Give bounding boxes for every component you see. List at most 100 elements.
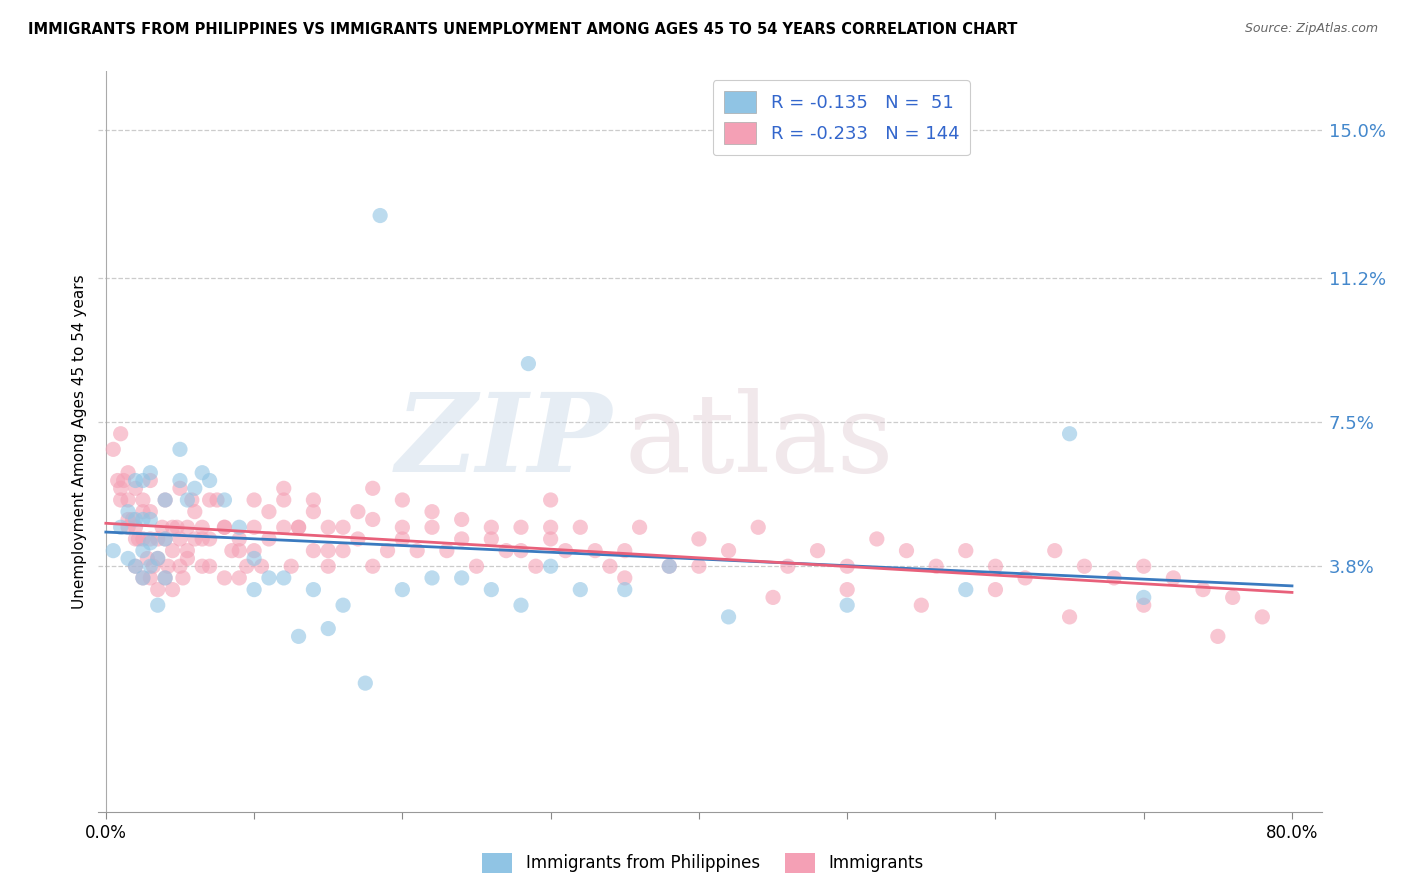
Point xyxy=(368,209,391,223)
Point xyxy=(613,571,636,585)
Point xyxy=(628,520,651,534)
Point xyxy=(198,493,221,508)
Point xyxy=(110,520,132,534)
Point xyxy=(112,474,135,488)
Point xyxy=(955,582,977,597)
Point xyxy=(510,543,533,558)
Point xyxy=(150,520,173,534)
Point xyxy=(243,582,266,597)
Point xyxy=(198,559,221,574)
Point xyxy=(302,582,325,597)
Point xyxy=(420,520,443,534)
Point xyxy=(361,559,384,574)
Point xyxy=(142,559,165,574)
Point xyxy=(747,520,769,534)
Point xyxy=(162,543,184,558)
Point xyxy=(1132,559,1154,574)
Point xyxy=(146,582,169,597)
Point xyxy=(1059,426,1081,441)
Point xyxy=(139,571,162,585)
Point xyxy=(257,532,280,546)
Point xyxy=(1014,571,1036,585)
Point xyxy=(1132,598,1154,612)
Point xyxy=(184,505,207,519)
Point xyxy=(110,493,132,508)
Point xyxy=(1132,591,1154,605)
Point xyxy=(420,571,443,585)
Point xyxy=(479,520,502,534)
Point xyxy=(287,629,309,643)
Point xyxy=(117,505,139,519)
Point xyxy=(107,474,129,488)
Point xyxy=(658,559,681,574)
Point xyxy=(124,481,146,495)
Point xyxy=(146,551,169,566)
Point xyxy=(583,543,606,558)
Point xyxy=(191,466,214,480)
Point xyxy=(124,520,146,534)
Legend: Immigrants from Philippines, Immigrants: Immigrants from Philippines, Immigrants xyxy=(475,847,931,880)
Point xyxy=(124,474,146,488)
Point xyxy=(110,481,132,495)
Point xyxy=(139,512,162,526)
Point xyxy=(273,520,295,534)
Point xyxy=(273,481,295,495)
Point xyxy=(613,543,636,558)
Point xyxy=(176,520,198,534)
Point xyxy=(132,474,155,488)
Point xyxy=(347,505,370,519)
Point xyxy=(176,551,198,566)
Point xyxy=(176,493,198,508)
Point xyxy=(517,357,540,371)
Text: atlas: atlas xyxy=(624,388,894,495)
Point xyxy=(479,582,502,597)
Point xyxy=(273,571,295,585)
Point xyxy=(837,582,859,597)
Point xyxy=(420,505,443,519)
Point xyxy=(184,481,207,495)
Point xyxy=(157,559,180,574)
Point xyxy=(198,532,221,546)
Point xyxy=(910,598,932,612)
Point xyxy=(1222,591,1244,605)
Point xyxy=(124,559,146,574)
Point xyxy=(347,532,370,546)
Point xyxy=(599,559,621,574)
Point xyxy=(121,512,143,526)
Point xyxy=(316,559,339,574)
Point xyxy=(361,512,384,526)
Point xyxy=(1163,571,1185,585)
Point xyxy=(162,582,184,597)
Point xyxy=(450,571,472,585)
Point xyxy=(955,543,977,558)
Point xyxy=(132,543,155,558)
Point xyxy=(554,543,576,558)
Point xyxy=(495,543,517,558)
Point xyxy=(139,532,162,546)
Point xyxy=(117,466,139,480)
Point xyxy=(139,474,162,488)
Y-axis label: Unemployment Among Ages 45 to 54 years: Unemployment Among Ages 45 to 54 years xyxy=(72,274,87,609)
Point xyxy=(688,532,710,546)
Point xyxy=(332,543,354,558)
Point xyxy=(132,493,155,508)
Point xyxy=(688,559,710,574)
Point xyxy=(540,493,562,508)
Point xyxy=(180,493,202,508)
Point xyxy=(762,591,785,605)
Point xyxy=(169,474,191,488)
Point xyxy=(287,520,309,534)
Point xyxy=(166,520,188,534)
Point xyxy=(184,532,207,546)
Point xyxy=(287,520,309,534)
Point xyxy=(391,532,413,546)
Point xyxy=(806,543,828,558)
Point xyxy=(153,532,176,546)
Point xyxy=(228,543,250,558)
Point xyxy=(984,559,1007,574)
Point xyxy=(540,520,562,534)
Point xyxy=(139,505,162,519)
Point xyxy=(172,571,194,585)
Point xyxy=(127,532,149,546)
Point xyxy=(391,582,413,597)
